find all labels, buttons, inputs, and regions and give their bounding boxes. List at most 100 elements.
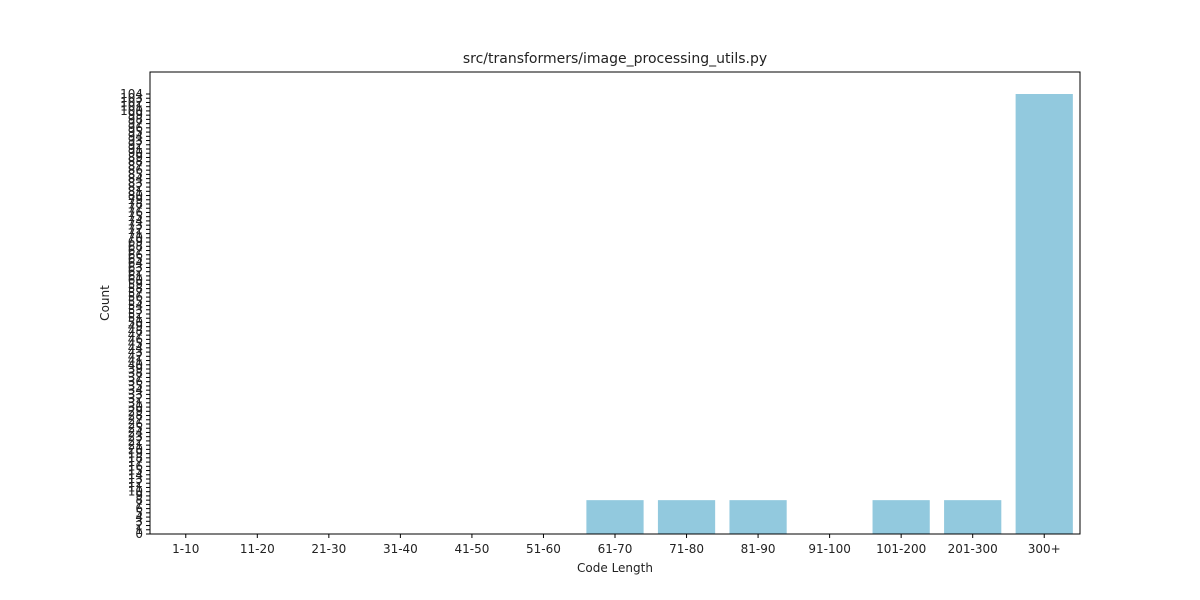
y-tick-label: 45 [128, 337, 143, 351]
y-tick-label: 6 [135, 502, 143, 516]
y-tick-label: 89 [128, 150, 143, 164]
y-tick-label: 81 [128, 184, 143, 198]
y-tick-label: 12 [128, 476, 143, 490]
y-tick-label: 80 [128, 189, 143, 203]
y-tick-label: 55 [128, 294, 143, 308]
y-tick-label: 74 [128, 214, 143, 228]
y-axis-label: Count [98, 285, 112, 321]
y-tick-label: 79 [128, 193, 143, 207]
y-tick-label: 52 [128, 307, 143, 321]
y-tick-label: 37 [128, 370, 143, 384]
bar-101-200 [872, 500, 930, 534]
y-tick-label: 15 [128, 464, 143, 478]
y-tick-label: 3 [135, 514, 143, 528]
x-tick-label: 51-60 [526, 542, 561, 556]
y-tick-label: 84 [128, 172, 143, 186]
x-tick-label: 71-80 [669, 542, 704, 556]
y-tick-label: 75 [128, 210, 143, 224]
y-tick-label: 17 [128, 455, 143, 469]
y-tick-label: 2 [135, 519, 143, 533]
y-tick-label: 83 [128, 176, 143, 190]
y-tick-label: 27 [128, 413, 143, 427]
y-tick-label: 87 [128, 159, 143, 173]
x-tick-label: 300+ [1028, 542, 1061, 556]
y-tick-label: 85 [128, 167, 143, 181]
y-tick-label: 19 [128, 447, 143, 461]
y-tick-label: 23 [128, 430, 143, 444]
y-tick-label: 56 [128, 290, 143, 304]
y-tick-label: 82 [128, 180, 143, 194]
y-tick-label: 9 [135, 489, 143, 503]
y-tick-label: 63 [128, 260, 143, 274]
y-tick-label: 47 [128, 328, 143, 342]
y-tick-label: 61 [128, 269, 143, 283]
y-tick-label: 50 [128, 315, 143, 329]
y-tick-label: 18 [128, 451, 143, 465]
y-tick-label: 54 [128, 299, 143, 313]
bar-300+ [1015, 94, 1073, 534]
x-tick-label: 201-300 [948, 542, 998, 556]
y-tick-label: 20 [128, 442, 143, 456]
plot-area: 1-10 11-20 21-30 31-40 41-50 51-60 61-70 71-80 8… [120, 87, 1073, 556]
y-tick-label: 68 [128, 239, 143, 253]
y-tick-label: 88 [128, 155, 143, 169]
y-tick-label: 77 [128, 201, 143, 215]
y-tick-label: 64 [128, 256, 143, 270]
x-axis-label: Code Length [577, 561, 653, 575]
y-tick-label: 29 [128, 404, 143, 418]
y-tick-label: 92 [128, 138, 143, 152]
y-tick-label: 10 [128, 485, 143, 499]
y-tick-label: 73 [128, 218, 143, 232]
x-tick-label: 21-30 [311, 542, 346, 556]
y-tick-label: 39 [128, 362, 143, 376]
y-tick-label: 60 [128, 273, 143, 287]
y-tick-label: 53 [128, 303, 143, 317]
bar-81-90 [729, 500, 787, 534]
y-tick-label: 95 [128, 125, 143, 139]
y-tick-label: 69 [128, 235, 143, 249]
y-tick-label: 90 [128, 146, 143, 160]
y-tick-label: 31 [128, 396, 143, 410]
y-tick-label: 71 [128, 227, 143, 241]
y-tick-label: 11 [128, 480, 143, 494]
y-tick-label: 1 [135, 523, 143, 537]
y-tick-label: 41 [128, 354, 143, 368]
y-tick-label: 78 [128, 197, 143, 211]
y-tick-label: 98 [128, 112, 143, 126]
y-tick-label: 0 [135, 527, 143, 541]
bar-201-300 [944, 500, 1002, 534]
y-tick-label: 70 [128, 231, 143, 245]
y-tick-label: 5 [135, 506, 143, 520]
y-tick-label: 62 [128, 265, 143, 279]
y-tick-label: 34 [128, 383, 143, 397]
bar-61-70 [586, 500, 644, 534]
y-tick-label: 38 [128, 366, 143, 380]
y-tick-label: 94 [128, 129, 143, 143]
y-tick-label: 91 [128, 142, 143, 156]
x-tick-label: 1-10 [172, 542, 199, 556]
x-tick-label: 101-200 [876, 542, 926, 556]
y-tick-label: 67 [128, 244, 143, 258]
y-tick-label: 57 [128, 286, 143, 300]
x-tick-label: 31-40 [383, 542, 418, 556]
y-tick-label: 22 [128, 434, 143, 448]
y-tick-label: 58 [128, 282, 143, 296]
x-tick-label: 81-90 [741, 542, 776, 556]
y-tick-label: 103 [120, 91, 143, 105]
y-tick-label: 43 [128, 345, 143, 359]
y-tick-label: 21 [128, 438, 143, 452]
y-tick-label: 26 [128, 417, 143, 431]
bar-71-80 [657, 500, 716, 534]
y-tick-label: 14 [128, 468, 143, 482]
y-tick-label: 40 [128, 358, 143, 372]
y-tick-label: 99 [128, 108, 143, 122]
y-tick-label: 101 [120, 100, 143, 114]
y-tick-label: 35 [128, 379, 143, 393]
y-tick-label: 48 [128, 324, 143, 338]
y-tick-label: 65 [128, 252, 143, 266]
chart-title: src/transformers/image_processing_utils.… [463, 51, 767, 67]
y-tick-label: 72 [128, 222, 143, 236]
y-tick-label: 13 [128, 472, 143, 486]
y-tick-label: 7 [135, 497, 143, 511]
